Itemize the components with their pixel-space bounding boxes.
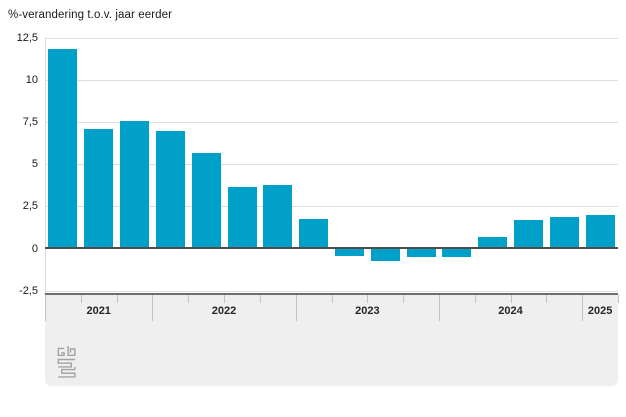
bar xyxy=(299,218,329,249)
year-tick xyxy=(152,295,154,321)
y-axis-tick-label: -2,5 xyxy=(19,284,38,297)
year-tick xyxy=(295,295,297,321)
quarter-tick xyxy=(331,295,333,303)
x-axis-year-label: 2024 xyxy=(498,305,523,317)
x-axis-year-label: 2023 xyxy=(355,305,380,317)
gridline xyxy=(45,164,618,166)
bar xyxy=(406,249,436,258)
bar xyxy=(549,217,579,249)
gridline xyxy=(45,80,618,82)
chart-title: %-verandering t.o.v. jaar eerder xyxy=(8,9,173,21)
quarter-tick xyxy=(618,295,619,303)
quarter-tick xyxy=(116,295,118,303)
year-tick xyxy=(582,295,584,321)
bar xyxy=(585,215,615,249)
cbs-logo xyxy=(57,345,76,378)
bar xyxy=(84,129,114,249)
quarter-tick xyxy=(224,295,226,303)
cbs-logo-c xyxy=(57,347,65,357)
x-axis-band xyxy=(45,293,618,386)
quarter-tick xyxy=(259,295,261,303)
quarter-tick xyxy=(546,295,548,303)
quarter-tick xyxy=(80,295,82,303)
y-axis-tick-label: 0 xyxy=(31,242,38,255)
cbs-logo-s-top xyxy=(57,358,75,368)
quarter-tick xyxy=(510,295,512,303)
year-tick xyxy=(438,295,440,321)
y-axis-tick-label: 5 xyxy=(31,158,38,171)
cbs-logo-s-bottom xyxy=(58,366,76,378)
y-axis-line xyxy=(45,38,46,293)
bar xyxy=(514,220,543,249)
bar xyxy=(334,249,364,256)
x-axis-line xyxy=(45,293,618,295)
year-tick xyxy=(45,295,46,321)
gridline xyxy=(45,38,618,39)
bar xyxy=(120,121,149,249)
bar xyxy=(191,153,221,249)
zero-line xyxy=(45,247,618,249)
bar xyxy=(155,131,185,249)
gridline xyxy=(45,290,618,292)
gridline xyxy=(45,122,618,124)
bar xyxy=(370,249,400,261)
bar xyxy=(48,48,78,249)
y-axis-tick-label: 7,5 xyxy=(22,116,38,129)
x-axis-year-label: 2021 xyxy=(86,305,111,317)
bar xyxy=(263,185,293,249)
y-axis-tick-label: 10 xyxy=(25,74,38,87)
quarter-tick xyxy=(474,295,476,303)
cbs-logo-b xyxy=(67,345,76,357)
y-axis-tick-label: 2,5 xyxy=(22,200,38,213)
x-axis-year-label: 2025 xyxy=(587,305,613,317)
quarter-tick xyxy=(367,295,369,303)
quarter-tick xyxy=(188,295,190,303)
bar xyxy=(478,237,508,249)
gridline xyxy=(45,206,618,208)
quarter-tick xyxy=(403,295,405,303)
x-axis-year-label: 2022 xyxy=(211,305,237,317)
y-axis-tick-label: 12,5 xyxy=(16,32,38,44)
bar xyxy=(227,186,257,249)
bar xyxy=(442,249,472,258)
